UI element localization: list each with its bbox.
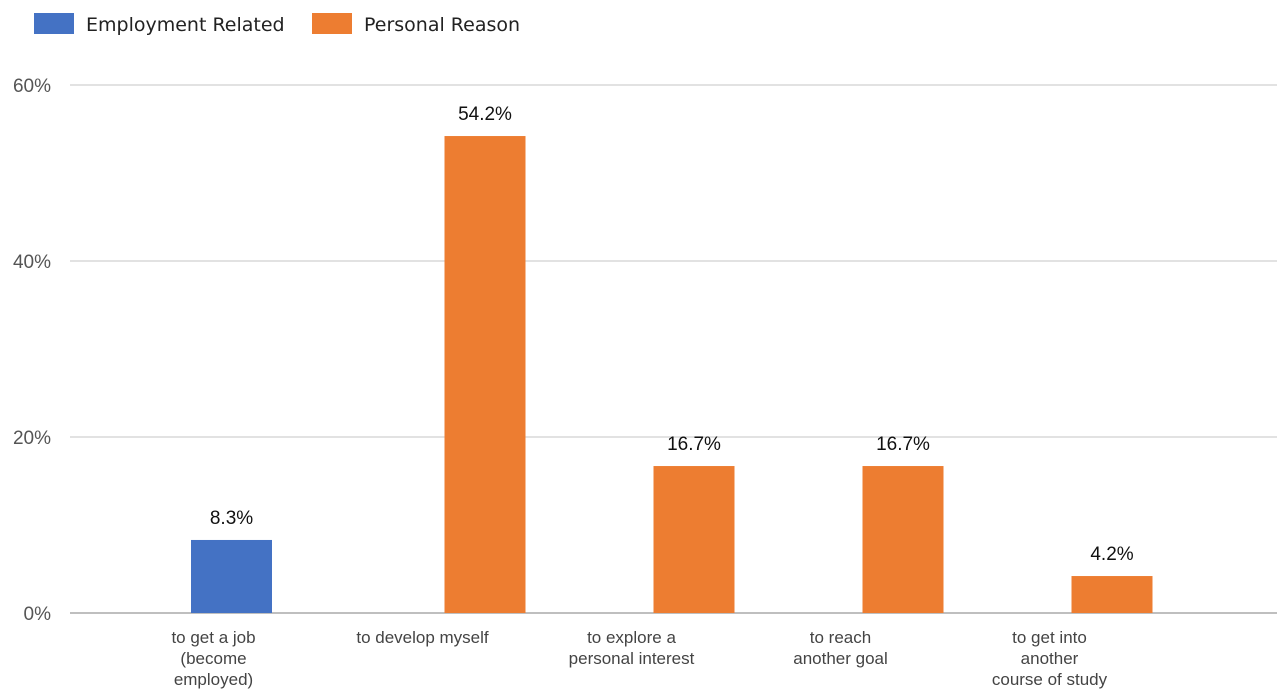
data-label: 16.7% xyxy=(876,434,930,455)
bar xyxy=(191,539,272,613)
bar xyxy=(444,136,526,614)
category-label: (become xyxy=(180,649,246,668)
legend-swatch xyxy=(312,13,352,34)
category-label: another xyxy=(1021,649,1079,668)
bar xyxy=(1071,576,1153,613)
legend-label: Personal Reason xyxy=(364,14,520,36)
y-tick-label: 60% xyxy=(13,76,51,97)
y-tick-label: 0% xyxy=(24,604,52,625)
data-label: 54.2% xyxy=(458,104,512,125)
category-label: to get into xyxy=(1012,628,1087,647)
category-label: to get a job xyxy=(171,628,255,647)
category-label: personal interest xyxy=(569,649,695,668)
legend-swatch xyxy=(34,13,74,34)
category-label: employed) xyxy=(174,670,253,689)
data-label: 16.7% xyxy=(667,434,721,455)
category-label: course of study xyxy=(992,670,1108,689)
category-label: to reach xyxy=(810,628,871,647)
data-label: 8.3% xyxy=(210,508,253,529)
y-tick-label: 40% xyxy=(13,252,51,273)
legend-label: Employment Related xyxy=(86,14,285,36)
bar xyxy=(653,466,735,613)
category-label: to explore a xyxy=(587,628,676,647)
y-tick-label: 20% xyxy=(13,428,51,449)
category-label: to develop myself xyxy=(356,628,489,647)
bar xyxy=(862,466,944,613)
data-label: 4.2% xyxy=(1090,544,1133,565)
category-label: another goal xyxy=(793,649,888,668)
